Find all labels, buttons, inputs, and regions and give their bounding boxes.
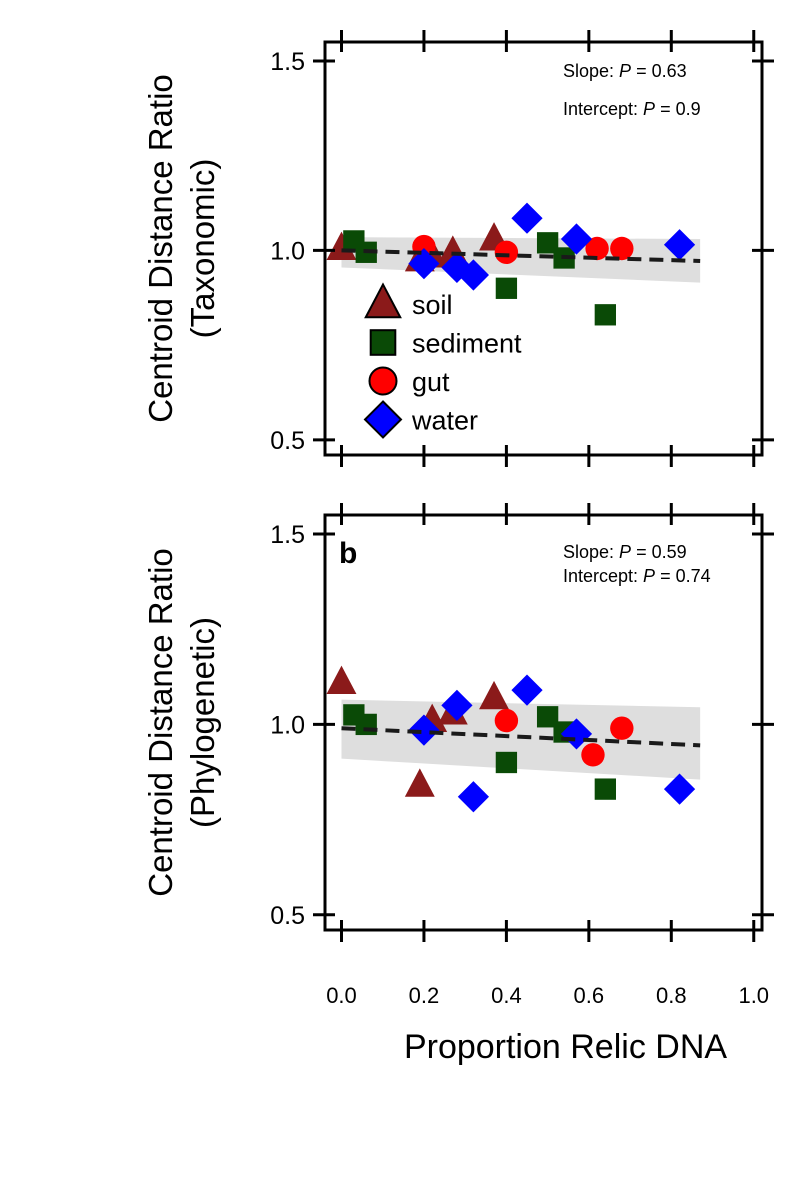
panel-label: b — [339, 537, 357, 570]
y-tick-label: 1.0 — [270, 711, 305, 739]
plot-frame — [323, 513, 764, 932]
sediment-point — [594, 778, 616, 800]
legend-soil-icon — [364, 282, 402, 319]
x-tick-label: 0.4 — [491, 983, 522, 1008]
soil-point — [479, 680, 509, 710]
water-point — [441, 689, 473, 721]
confidence-band — [341, 237, 701, 283]
x-tick-label: 0.0 — [326, 983, 357, 1008]
stat-annotation: Slope: P = 0.59 — [563, 542, 687, 562]
x-tick-label: 0.6 — [574, 983, 605, 1008]
water-point — [511, 202, 543, 234]
y-tick-label: 0.5 — [270, 902, 305, 930]
gut-point — [494, 708, 519, 733]
sediment-point — [536, 232, 559, 254]
water-point — [511, 674, 543, 706]
water-point — [663, 229, 696, 261]
gut-point — [581, 743, 605, 767]
gut-point — [585, 236, 609, 261]
legend-label: gut — [412, 367, 450, 397]
y-axis-label: Centroid Distance Ratio — [142, 74, 179, 423]
y-tick-label: 1.5 — [270, 48, 305, 76]
sediment-point — [355, 713, 377, 736]
soil-point — [326, 665, 357, 694]
gut-point — [494, 240, 519, 264]
legend-sediment-icon — [369, 329, 397, 356]
x-tick-label: 0.2 — [409, 983, 440, 1008]
stat-annotation: Intercept: P = 0.9 — [563, 99, 701, 119]
water-point — [441, 251, 473, 284]
x-axis-label: Proportion Relic DNA — [404, 1028, 727, 1066]
panel-2: 0.5 1.0 1.5 0.0 0.2 0.4 0.6 0.8 1.0 Centroid Dist… — [142, 503, 774, 1066]
y-axis-label: (Phylogenetic) — [184, 617, 221, 828]
water-point — [457, 259, 490, 291]
legend-label: sediment — [412, 329, 522, 359]
fit-line — [341, 726, 701, 748]
water-point — [560, 223, 593, 255]
legend-gut-icon — [368, 366, 398, 396]
gut-point — [610, 716, 634, 740]
panel-1: 0.5 1.0 1.5 Centroid Distance Ratio (Taxonom… — [142, 30, 774, 467]
stat-annotation: Intercept: P = 0.74 — [563, 566, 711, 586]
x-tick-label: 1.0 — [738, 983, 769, 1008]
legend: soil sediment gut water — [363, 282, 522, 439]
x-tick-label: 0.8 — [656, 983, 687, 1008]
water-point — [408, 714, 440, 746]
water-point — [663, 773, 696, 805]
legend-water-icon — [363, 400, 403, 439]
y-tick-label: 1.0 — [270, 237, 305, 265]
soil-point — [326, 231, 357, 260]
sediment-point — [495, 751, 518, 774]
sediment-point — [594, 304, 616, 326]
gut-point — [610, 236, 634, 261]
stat-annotation: Slope: P = 0.63 — [563, 61, 687, 81]
y-axis-label: (Taxonomic) — [184, 159, 221, 339]
fit-line — [341, 248, 701, 264]
soil-point — [404, 768, 435, 797]
water-point — [560, 718, 593, 750]
confidence-band — [341, 699, 701, 780]
water-point — [457, 781, 490, 813]
plot-frame — [323, 40, 764, 457]
water-point — [408, 248, 440, 280]
sediment-point — [536, 706, 559, 728]
y-axis-label: Centroid Distance Ratio — [142, 548, 179, 897]
y-tick-label: 1.5 — [270, 521, 305, 549]
legend-label: water — [411, 406, 478, 436]
y-tick-label: 0.5 — [270, 427, 305, 455]
sediment-point — [495, 277, 518, 299]
legend-label: soil — [412, 290, 453, 320]
